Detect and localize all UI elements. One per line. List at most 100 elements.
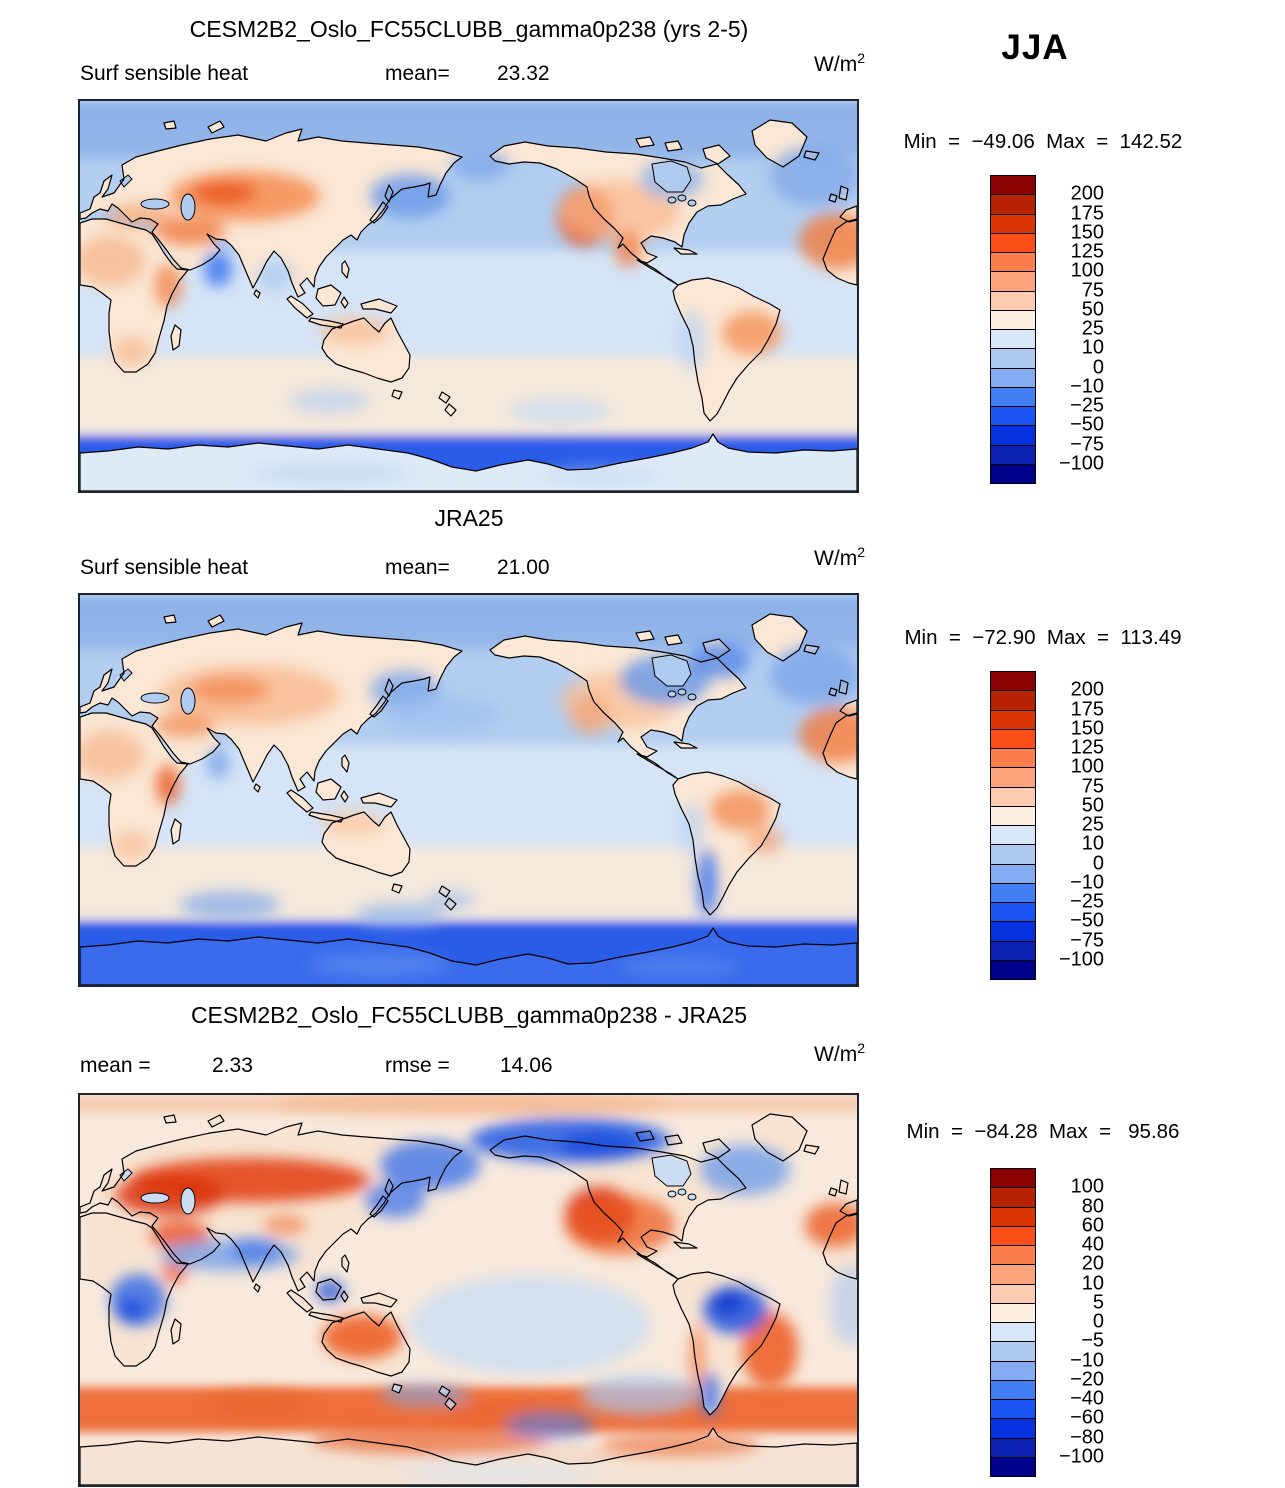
colorbar-cell	[990, 825, 1036, 846]
colorbar-cell	[990, 290, 1036, 311]
colorbar-tick-label: 200	[1070, 182, 1104, 205]
colorbar-tick-label: 75	[1081, 775, 1104, 797]
panel2-unit-label: W/m2	[814, 544, 865, 570]
colorbar-tick-label: −75	[1070, 433, 1104, 455]
colorbar-cell	[990, 1225, 1036, 1246]
panel3-minmax: Min = −84.28 Max = 95.86	[906, 1120, 1180, 1143]
colorbar-cell	[990, 921, 1036, 942]
colorbar-tick-label: 200	[1070, 678, 1104, 701]
colorbar-tick-label: −10	[1070, 1349, 1104, 1371]
panel2-mean-label: mean=	[385, 556, 450, 579]
colorbar-tick-label: −5	[1081, 1329, 1104, 1352]
colorbar-tick-label: 175	[1070, 698, 1104, 720]
panel3-mean-label: mean =	[80, 1054, 151, 1077]
colorbar-cell	[990, 786, 1036, 807]
colorbar-tick-label: 5	[1092, 1291, 1104, 1314]
panel1-minmax: Min = −49.06 Max = 142.52	[903, 130, 1183, 153]
colorbar-cell	[990, 444, 1036, 465]
colorbar-tick-label: 0	[1092, 1310, 1104, 1333]
colorbar-tick-label: 0	[1092, 356, 1104, 378]
colorbar-cell	[990, 748, 1036, 769]
colorbar-cell	[990, 1187, 1036, 1208]
colorbar-cell	[990, 425, 1036, 446]
colorbar-cell	[990, 1418, 1036, 1439]
colorbar-tick-label: 125	[1070, 240, 1104, 263]
colorbar-cell	[990, 213, 1036, 234]
colorbar-tick-label: 100	[1070, 259, 1104, 282]
colorbar-tick-label: 100	[1070, 1175, 1104, 1198]
colorbar-cell	[990, 1379, 1036, 1400]
colorbar-tick-label: 10	[1081, 336, 1104, 359]
colorbar-tick-label: 150	[1070, 717, 1104, 740]
colorbar-cell	[990, 1437, 1036, 1458]
colorbar-cell	[990, 805, 1036, 826]
colorbar-cell	[990, 271, 1036, 292]
season-label: JJA	[1001, 28, 1069, 67]
colorbar-tick-label: −75	[1070, 929, 1104, 951]
colorbar-cell	[990, 1283, 1036, 1304]
panel3-rmse-label: rmse =	[385, 1054, 450, 1077]
colorbar-tick-label: 25	[1081, 813, 1104, 836]
colorbar-tick-label: 10	[1081, 832, 1104, 855]
colorbar-cell	[990, 1264, 1036, 1285]
colorbar-cell	[990, 194, 1036, 215]
panel1-var-label: Surf sensible heat	[80, 62, 249, 85]
colorbar-cell	[990, 844, 1036, 865]
colorbar-tick-label: 60	[1081, 1214, 1104, 1237]
colorbar-cell	[990, 463, 1036, 484]
colorbar-cell	[990, 1206, 1036, 1227]
colorbar-tick-label: −25	[1070, 394, 1104, 417]
panel3-colorbar: 100 80 60 40 20 10 5 0 −5 −10 −20 −40 −60 −80 −100	[990, 1168, 1104, 1477]
panel2-minmax: Min = −72.90 Max = 113.49	[904, 626, 1182, 649]
colorbar-tick-label: −50	[1070, 909, 1104, 932]
colorbar-cell	[990, 690, 1036, 711]
colorbar-cell	[990, 232, 1036, 253]
colorbar-cell	[990, 671, 1036, 692]
panel3-map-image	[78, 1093, 859, 1487]
colorbar-tick-label: −40	[1070, 1387, 1104, 1410]
colorbar-tick-label: −10	[1070, 375, 1104, 398]
colorbar-cell	[990, 767, 1036, 788]
colorbar-cell	[990, 902, 1036, 923]
panel3-unit-label: W/m2	[814, 1040, 865, 1066]
colorbar-tick-label: −25	[1070, 890, 1104, 913]
panel3-rmse-value: 14.06	[500, 1054, 553, 1077]
colorbar-cell	[990, 1245, 1036, 1266]
colorbar-cell	[990, 1168, 1036, 1189]
panel1-mean-label: mean=	[385, 62, 450, 85]
panel1-map-image	[78, 99, 859, 493]
panel1-unit-label: W/m2	[814, 50, 865, 76]
colorbar-cell	[990, 175, 1036, 196]
colorbar-cell	[990, 1456, 1036, 1477]
colorbar-cell	[990, 863, 1036, 884]
colorbar-tick-label: −50	[1070, 413, 1104, 436]
colorbar-cell	[990, 882, 1036, 903]
colorbar-cell	[990, 367, 1036, 388]
colorbar-cell	[990, 1322, 1036, 1343]
colorbar-tick-label: 50	[1081, 794, 1104, 817]
colorbar-tick-label: 100	[1070, 755, 1104, 778]
colorbar-cell	[990, 1341, 1036, 1362]
colorbar-tick-label: 80	[1081, 1195, 1104, 1217]
colorbar-tick-label: −20	[1070, 1368, 1104, 1391]
colorbar-tick-label: 25	[1081, 317, 1104, 340]
colorbar-cell	[990, 406, 1036, 427]
colorbar-tick-label: −100	[1058, 1445, 1104, 1468]
colorbar-cell	[990, 348, 1036, 369]
colorbar-tick-label: −60	[1070, 1406, 1104, 1429]
panel1-colorbar: 200 175 150 125 100 75 50 25 10 0 −10 −25 −50 −75 −100	[990, 175, 1104, 484]
colorbar-cell	[990, 329, 1036, 350]
panel2-title: JRA25	[434, 505, 504, 531]
panel3-mean-value: 2.33	[212, 1054, 253, 1077]
colorbar-tick-label: −100	[1058, 948, 1104, 971]
colorbar-tick-label: 150	[1070, 221, 1104, 244]
panel1-mean-value: 23.32	[497, 62, 550, 85]
colorbar-cell	[990, 940, 1036, 961]
colorbar-tick-label: −80	[1070, 1426, 1104, 1448]
colorbar-cell	[990, 959, 1036, 980]
colorbar-cell	[990, 309, 1036, 330]
colorbar-tick-label: 20	[1081, 1252, 1104, 1275]
colorbar-tick-label: 0	[1092, 852, 1104, 874]
colorbar-tick-label: −100	[1058, 452, 1104, 475]
